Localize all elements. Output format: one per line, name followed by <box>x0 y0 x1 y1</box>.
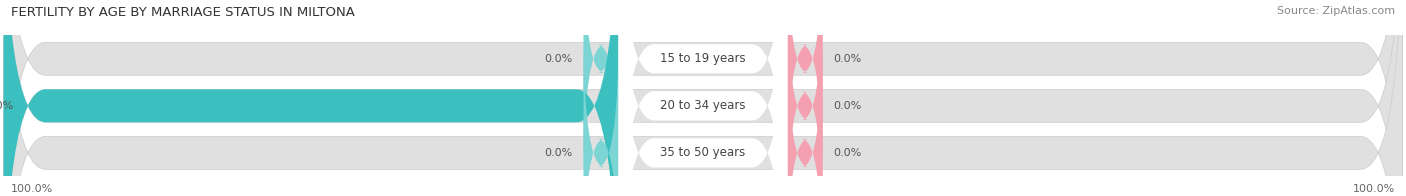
FancyBboxPatch shape <box>583 26 619 196</box>
Text: 0.0%: 0.0% <box>832 54 862 64</box>
Text: 0.0%: 0.0% <box>832 148 862 158</box>
Text: 100.0%: 100.0% <box>11 184 53 194</box>
FancyBboxPatch shape <box>3 0 1403 196</box>
FancyBboxPatch shape <box>583 0 619 186</box>
FancyBboxPatch shape <box>3 0 1403 196</box>
FancyBboxPatch shape <box>619 0 787 196</box>
Text: 0.0%: 0.0% <box>832 101 862 111</box>
FancyBboxPatch shape <box>619 0 787 196</box>
Text: 100.0%: 100.0% <box>1353 184 1395 194</box>
FancyBboxPatch shape <box>787 26 823 196</box>
FancyBboxPatch shape <box>787 0 823 186</box>
FancyBboxPatch shape <box>787 0 823 196</box>
Text: 0.0%: 0.0% <box>544 148 574 158</box>
Text: 35 to 50 years: 35 to 50 years <box>661 146 745 159</box>
Text: Source: ZipAtlas.com: Source: ZipAtlas.com <box>1277 6 1395 16</box>
Text: 20 to 34 years: 20 to 34 years <box>661 99 745 112</box>
Text: FERTILITY BY AGE BY MARRIAGE STATUS IN MILTONA: FERTILITY BY AGE BY MARRIAGE STATUS IN M… <box>11 6 356 19</box>
Text: 15 to 19 years: 15 to 19 years <box>661 52 745 65</box>
FancyBboxPatch shape <box>3 0 1403 196</box>
FancyBboxPatch shape <box>619 0 787 196</box>
Text: 100.0%: 100.0% <box>0 101 14 111</box>
FancyBboxPatch shape <box>3 0 619 196</box>
Text: 0.0%: 0.0% <box>544 54 574 64</box>
